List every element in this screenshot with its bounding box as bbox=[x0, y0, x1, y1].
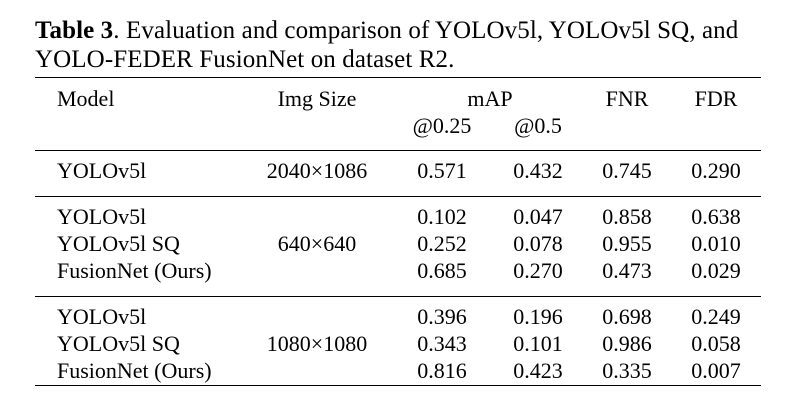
table-row-model: YOLOv5l SQ bbox=[57, 231, 180, 256]
table-cell-map-025: 0.816 bbox=[417, 358, 467, 383]
table-cell-fnr: 0.698 bbox=[602, 304, 652, 329]
header-fdr: FDR bbox=[694, 86, 738, 111]
table-cell-fdr: 0.290 bbox=[691, 158, 741, 183]
table-cell-map-05: 0.270 bbox=[513, 258, 563, 283]
top-rule bbox=[35, 77, 761, 78]
table-row-model: FusionNet (Ours) bbox=[57, 258, 212, 283]
table-cell-fnr: 0.473 bbox=[602, 258, 652, 283]
table-cell-map-05: 0.047 bbox=[513, 204, 563, 229]
header-fnr: FNR bbox=[605, 86, 649, 111]
table-cell-map-05: 0.423 bbox=[513, 358, 563, 383]
table-row-model: YOLOv5l bbox=[57, 304, 147, 329]
table-cell-map-025: 0.396 bbox=[417, 304, 467, 329]
header-map: mAP bbox=[467, 86, 513, 111]
table-cell-map-05: 0.432 bbox=[513, 158, 563, 183]
table-cell-map-025: 0.571 bbox=[417, 158, 467, 183]
header-img-size: Img Size bbox=[277, 86, 357, 111]
table-cell-map-025: 0.685 bbox=[417, 258, 467, 283]
header-model: Model bbox=[57, 86, 115, 111]
table-cell-fdr: 0.010 bbox=[691, 231, 741, 256]
table-row-model: YOLOv5l bbox=[57, 204, 147, 229]
table-row-model: YOLOv5l SQ bbox=[57, 331, 180, 356]
group-rule-1 bbox=[35, 196, 761, 197]
table-cell-fnr: 0.986 bbox=[602, 331, 652, 356]
table-cell-map-025: 0.252 bbox=[417, 231, 467, 256]
table-label: Table 3 bbox=[35, 17, 114, 44]
header-map-025: @0.25 bbox=[412, 113, 472, 138]
header-rule bbox=[35, 150, 761, 151]
table-cell-map-05: 0.101 bbox=[513, 331, 563, 356]
table-cell-fdr: 0.007 bbox=[691, 358, 741, 383]
bottom-rule bbox=[35, 385, 761, 386]
group-1-img-size: 2040×1086 bbox=[266, 158, 368, 183]
table-cell-fnr: 0.858 bbox=[602, 204, 652, 229]
table-caption-text: . Evaluation and comparison of YOLOv5l, … bbox=[35, 17, 739, 73]
table-row-model: FusionNet (Ours) bbox=[57, 358, 212, 383]
table-cell-fdr: 0.249 bbox=[691, 304, 741, 329]
table-cell-fnr: 0.955 bbox=[602, 231, 652, 256]
table-cell-fdr: 0.638 bbox=[691, 204, 741, 229]
table-caption: Table 3. Evaluation and comparison of YO… bbox=[35, 16, 775, 74]
table-cell-map-025: 0.343 bbox=[417, 331, 467, 356]
table-cell-fnr: 0.335 bbox=[602, 358, 652, 383]
table-cell-fdr: 0.029 bbox=[691, 258, 741, 283]
table-cell-map-05: 0.196 bbox=[513, 304, 563, 329]
group-rule-2 bbox=[35, 296, 761, 297]
table-cell-fdr: 0.058 bbox=[691, 331, 741, 356]
table-cell-fnr: 0.745 bbox=[602, 158, 652, 183]
table-cell-map-05: 0.078 bbox=[513, 231, 563, 256]
table-cell-map-025: 0.102 bbox=[417, 204, 467, 229]
header-map-05: @0.5 bbox=[514, 113, 562, 138]
group-2-img-size: 640×640 bbox=[277, 231, 357, 256]
table-row-model: YOLOv5l bbox=[57, 158, 147, 183]
group-3-img-size: 1080×1080 bbox=[266, 331, 368, 356]
